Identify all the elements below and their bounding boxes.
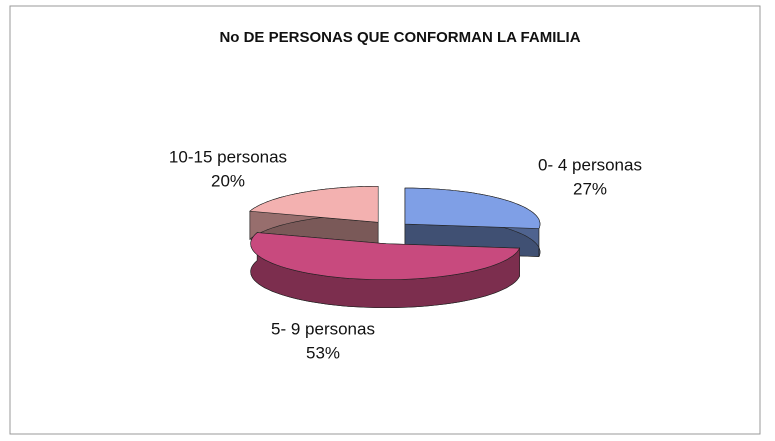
slice-label: 10-15 personas — [169, 147, 287, 166]
slice-label: 5- 9 personas — [271, 319, 375, 338]
slice — [249, 186, 379, 223]
chart-frame — [9, 5, 761, 435]
slice-value-label: 20% — [211, 171, 245, 190]
chart-title: No DE PERSONAS QUE CONFORMAN LA FAMILIA — [219, 29, 580, 46]
slice — [404, 187, 541, 229]
slice-value-label: 53% — [306, 343, 340, 362]
slice-label: 0- 4 personas — [538, 155, 642, 174]
slice-value-label: 27% — [573, 179, 607, 198]
slice — [250, 232, 521, 281]
